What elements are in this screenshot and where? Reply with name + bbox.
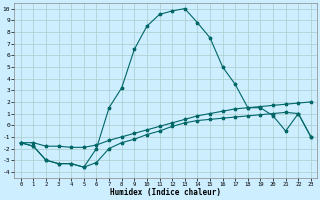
X-axis label: Humidex (Indice chaleur): Humidex (Indice chaleur): [110, 188, 221, 197]
